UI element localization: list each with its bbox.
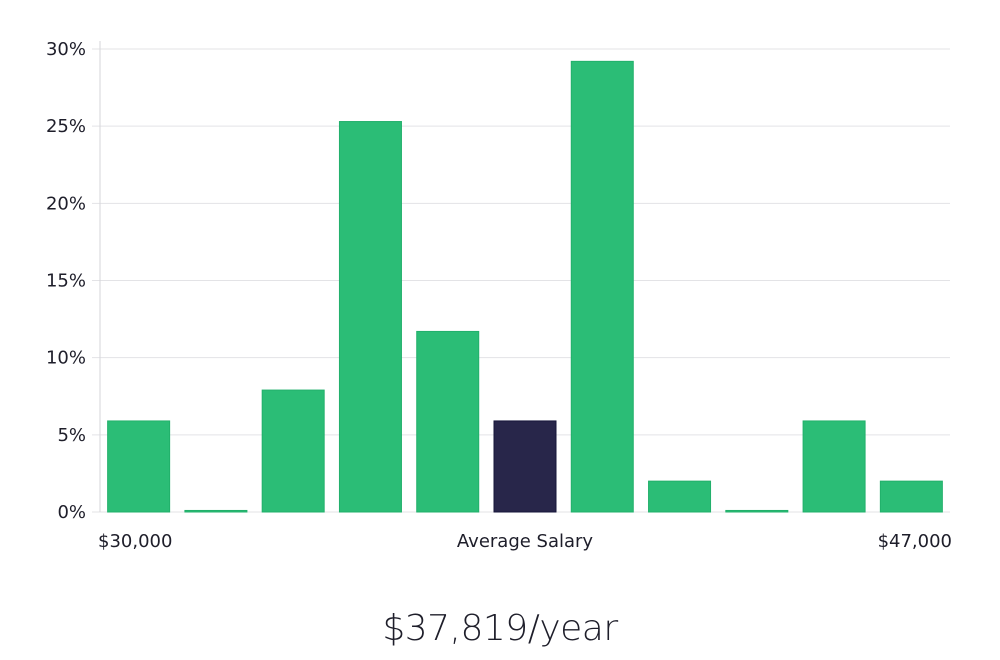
y-tick-label: 5% (57, 425, 86, 446)
x-max-label: $47,000 (878, 531, 952, 552)
salary-histogram: 0% 5% 10% 15% 20% 25% 30% $30,000 Average Salary… (46, 39, 952, 552)
bar (184, 509, 248, 513)
bar (416, 330, 480, 513)
bar (879, 480, 943, 513)
bar (338, 121, 402, 513)
y-tick-label: 25% (46, 116, 86, 137)
average-salary-value: $37,819/year (382, 608, 618, 649)
y-tick-label: 0% (57, 502, 86, 523)
x-min-label: $30,000 (98, 531, 172, 552)
bar (725, 509, 789, 513)
bar (570, 60, 634, 513)
bar (107, 420, 171, 513)
bar (802, 420, 866, 513)
y-tick-label: 30% (46, 39, 86, 60)
bar (648, 480, 712, 513)
bar-highlight (493, 420, 557, 513)
y-tick-label: 15% (46, 271, 86, 292)
y-tick-label: 20% (46, 193, 86, 214)
y-tick-label: 10% (46, 348, 86, 369)
bar (261, 389, 325, 513)
x-axis-title: Average Salary (457, 531, 594, 552)
